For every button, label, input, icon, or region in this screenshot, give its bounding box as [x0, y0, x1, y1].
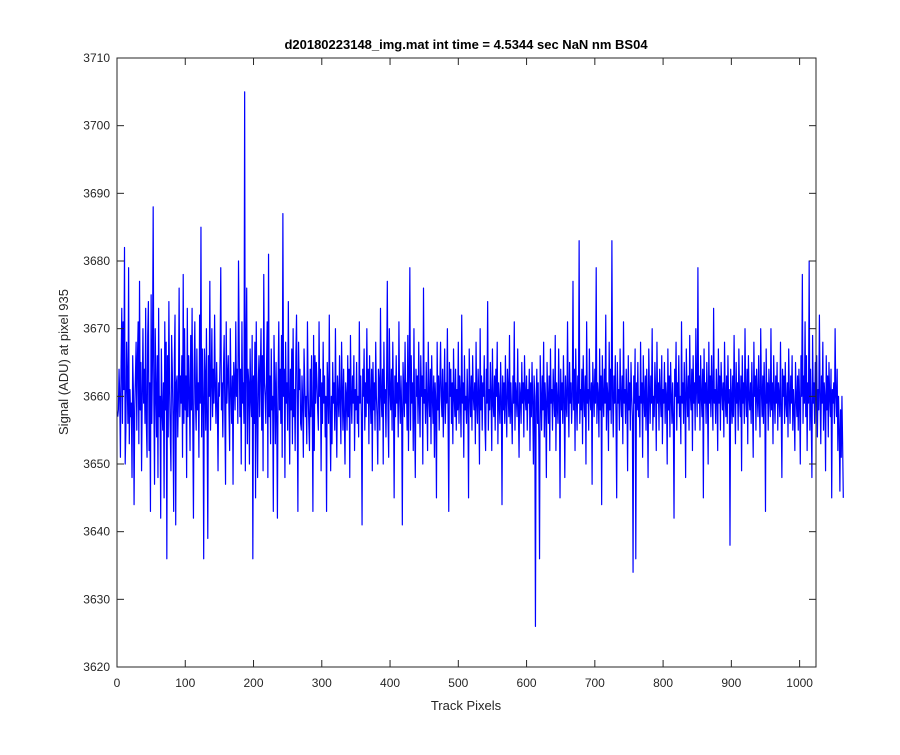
y-tick-label: 3630 — [83, 592, 110, 606]
x-tick-label: 0 — [114, 676, 121, 690]
y-tick-label: 3690 — [83, 186, 110, 200]
y-axis-label: Signal (ADU) at pixel 935 — [56, 289, 71, 435]
series-line-0 — [117, 91, 844, 628]
y-tick-label: 3700 — [83, 119, 110, 133]
y-tick-label: 3710 — [83, 51, 110, 65]
x-tick-label: 500 — [448, 676, 468, 690]
y-tick-label: 3680 — [83, 254, 110, 268]
x-tick-label: 1000 — [786, 676, 813, 690]
y-tick-label: 3640 — [83, 525, 110, 539]
y-tick-label: 3650 — [83, 457, 110, 471]
x-tick-label: 300 — [312, 676, 332, 690]
x-axis-label: Track Pixels — [431, 698, 502, 713]
axes-box — [116, 57, 817, 668]
x-tick-label: 600 — [517, 676, 537, 690]
y-tick-label: 3620 — [83, 660, 110, 674]
x-tick-label: 200 — [244, 676, 264, 690]
x-tick-label: 700 — [585, 676, 605, 690]
x-tick-label: 900 — [721, 676, 741, 690]
x-tick-label: 400 — [380, 676, 400, 690]
y-tick-label: 3660 — [83, 389, 110, 403]
chart-title: d20180223148_img.mat int time = 4.5344 s… — [284, 37, 648, 52]
y-axis: 3620 3630 3640 3650 3660 3670 3680 3690 3700 3710 — [83, 51, 816, 674]
x-axis: 0 100 200 300 400 500 600 700 800 900 1000 — [114, 58, 813, 690]
x-tick-label: 100 — [175, 676, 195, 690]
x-tick-label: 800 — [653, 676, 673, 690]
y-tick-label: 3670 — [83, 322, 110, 336]
data-layer — [117, 91, 844, 628]
